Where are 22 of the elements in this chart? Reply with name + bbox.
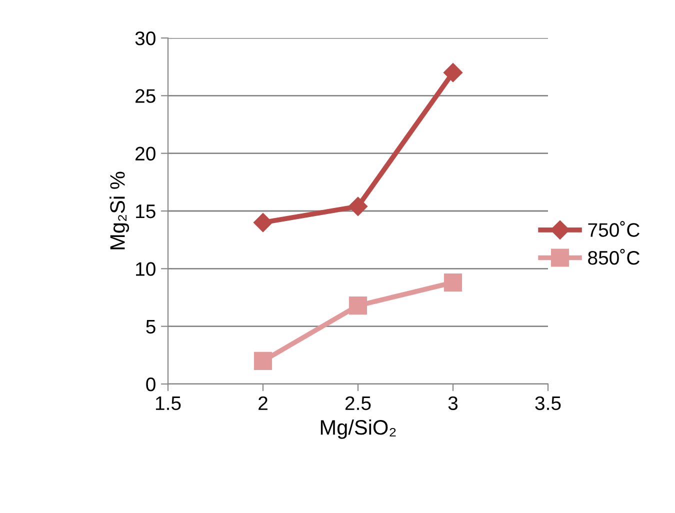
x-tick-label: 1.5 [156,396,181,410]
x-tick-label: 2.5 [345,396,371,410]
point [348,196,368,216]
y-tick-label: 15 [136,204,156,218]
point [444,273,462,292]
y-tick-label: 0 [146,377,156,392]
point [253,213,273,232]
legend-label: 750˚C [588,221,640,237]
point [443,63,463,82]
x-tick-label: 3 [448,396,458,410]
point [254,352,272,370]
y-axis-title: Mg₂Si % [110,172,130,250]
y-tick-label: 10 [136,262,156,276]
x-tick-label: 3.5 [535,396,561,410]
legend-label: 850˚C [588,248,640,265]
x-axis-title: Mg/SiO₂ [320,419,396,439]
y-tick-label: 25 [136,89,156,103]
y-tick-label: 30 [135,31,156,46]
x-tick-label: 2 [258,396,268,410]
y-tick-label: 5 [146,320,156,334]
y-tick-label: 20 [136,146,156,161]
point [348,296,368,315]
